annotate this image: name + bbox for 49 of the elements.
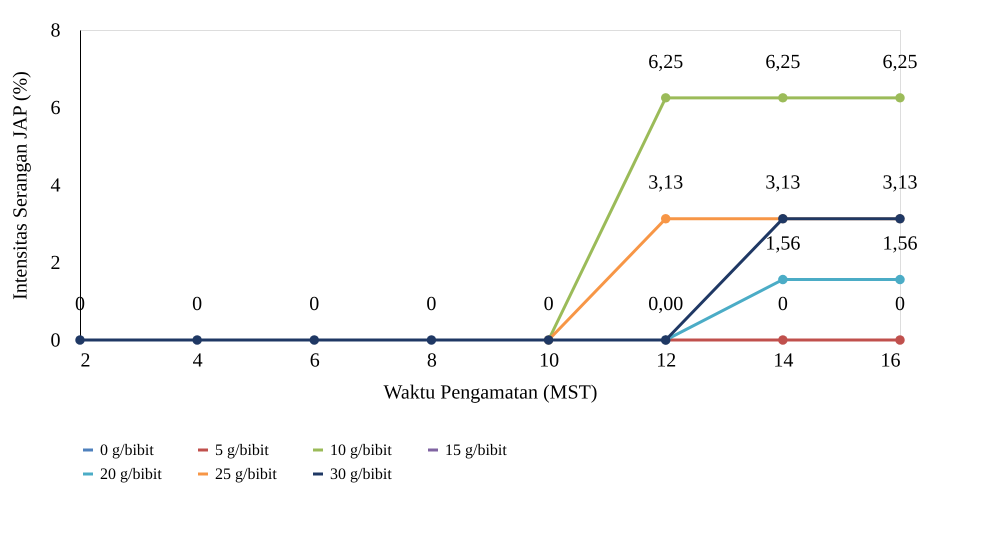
x-tick-label: 16 [880,350,900,372]
x-tick-label: 4 [192,350,203,372]
data-label: 0,00 [648,293,684,315]
legend-label: 20 g/bibit [100,466,162,483]
y-tick-label: 6 [50,97,60,119]
point [895,335,905,345]
x-tick-label: 14 [773,350,794,372]
y-tick-label: 0 [50,330,60,352]
y-tick-label: 8 [50,20,60,42]
x-tick-label: 6 [310,350,320,372]
data-label: 0 [895,293,905,315]
point [75,335,85,345]
x-tick-label: 12 [656,350,676,372]
data-label: 0 [192,293,202,315]
legend-label: 30 g/bibit [330,466,392,483]
data-label: 3,13 [882,172,918,194]
x-tick-label: 8 [426,350,437,372]
data-label: 6,25 [882,50,918,73]
point [426,335,436,345]
data-label: 1,56 [882,232,918,255]
legend-label: 15 g/bibit [445,442,508,459]
legend-label: 0 g/bibit [100,442,154,459]
x-tick-label: 2 [80,350,90,372]
x-tick-label: 10 [539,350,560,372]
y-tick-label: 4 [50,174,60,196]
y-tick-label: 2 [50,252,60,274]
point [895,93,905,103]
legend-label: 10 g/bibit [330,442,392,459]
point [310,335,320,345]
point [778,93,788,103]
point [778,335,788,345]
data-label: 0 [309,293,320,315]
data-label: 0 [426,293,436,315]
data-label: 1,56 [765,232,800,255]
data-label: 3,13 [648,172,684,194]
point [778,274,788,284]
data-label: 0 [544,293,554,315]
point [895,274,905,284]
point [660,214,670,224]
data-label: 3,13 [765,172,800,194]
legend-label: 5 g/bibit [215,442,270,459]
point [660,93,670,103]
legend-label: 25 g/bibit [215,466,278,483]
data-label: 6,25 [648,50,684,73]
y-axis-title: Intensitas Serangan JAP (%) [10,71,32,300]
data-label: 6,25 [765,50,800,73]
point [192,335,202,345]
x-axis-title: Waktu Pengamatan (MST) [384,382,598,404]
data-label: 0 [778,293,788,315]
